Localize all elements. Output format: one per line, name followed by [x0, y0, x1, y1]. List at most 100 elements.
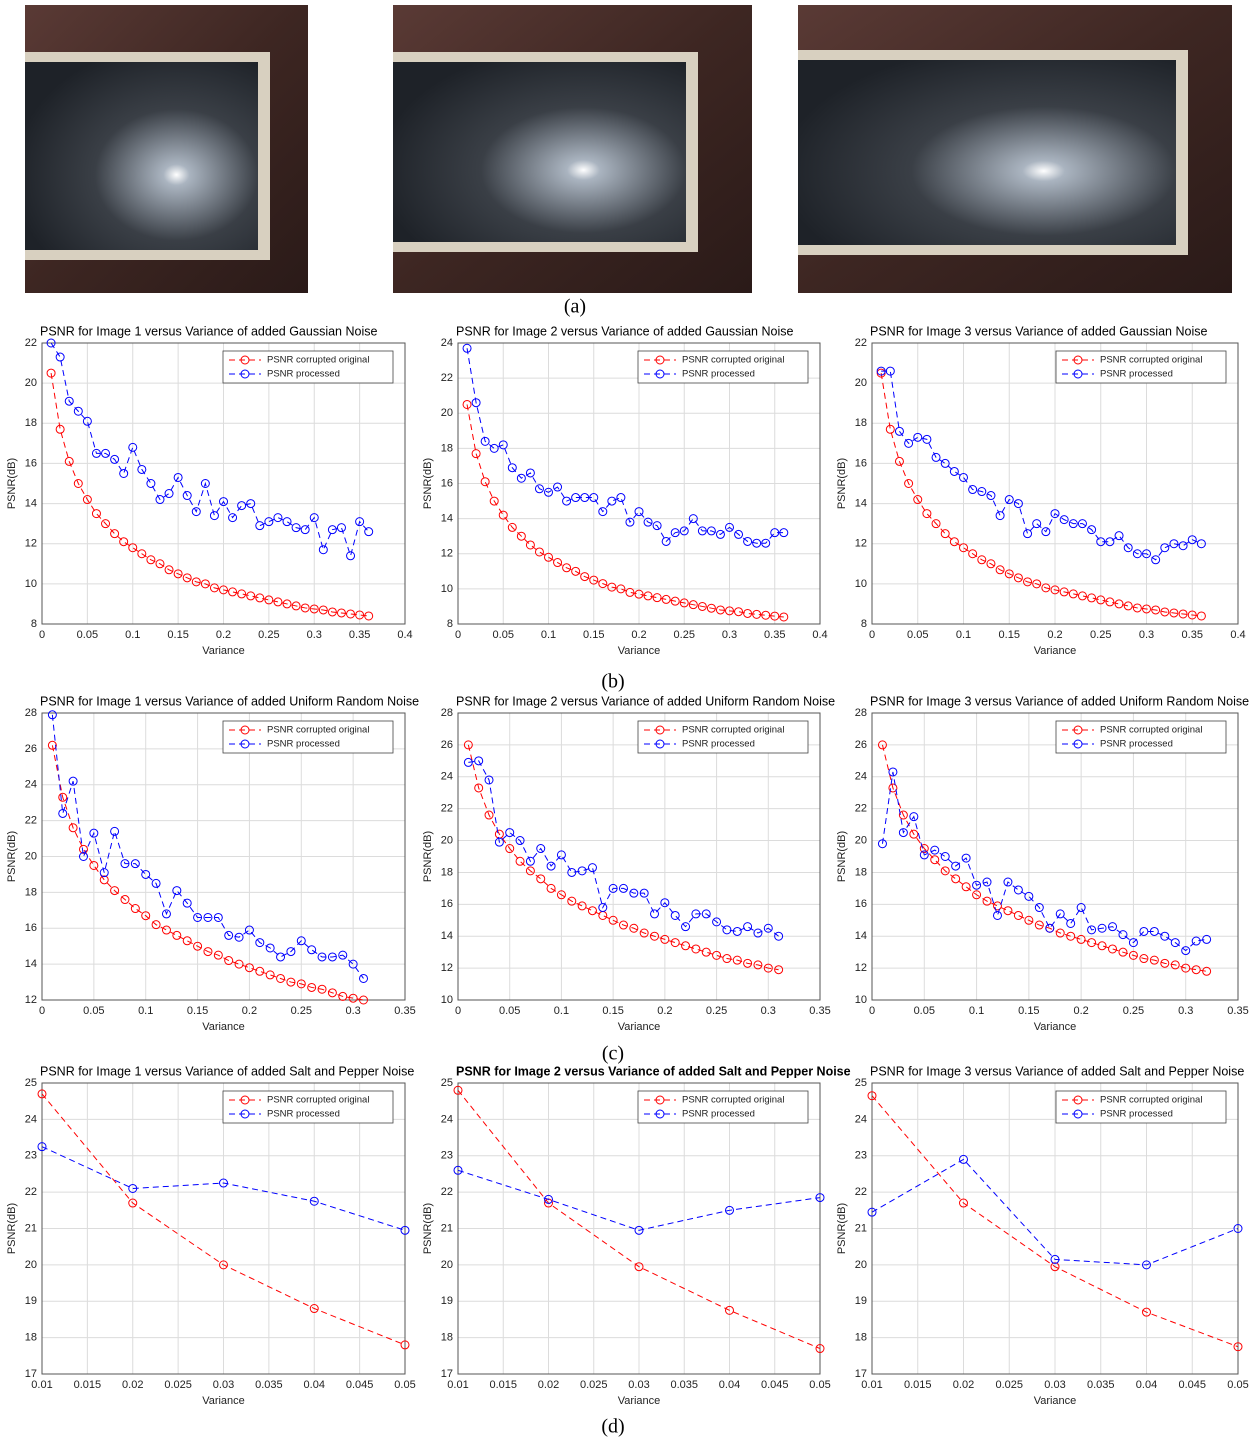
data-point: [355, 517, 365, 527]
x-tick-label: 0.25: [258, 629, 279, 641]
data-point: [64, 396, 74, 406]
data-point: [544, 552, 553, 562]
data-point: [89, 828, 99, 838]
x-axis-label: Variance: [202, 1395, 245, 1407]
data-point: [318, 605, 328, 615]
x-tick-label: 0.2: [216, 629, 231, 641]
data-point: [661, 536, 671, 546]
x-tick-label: 0.05: [914, 1005, 935, 1017]
data-point: [577, 901, 587, 911]
data-point: [110, 529, 120, 539]
data-point: [1149, 955, 1159, 965]
data-point: [556, 850, 566, 860]
x-tick-label: 0.15: [167, 629, 188, 641]
data-point: [327, 952, 337, 962]
x-tick-label: 0.35: [394, 1005, 415, 1017]
data-point: [643, 517, 653, 527]
x-tick-label: 0.2: [657, 1005, 672, 1017]
x-tick-label: 0.25: [706, 1005, 727, 1017]
data-point: [763, 963, 773, 973]
data-point: [151, 878, 161, 888]
data-point: [722, 925, 732, 935]
data-point: [670, 528, 680, 538]
data-point: [634, 1225, 644, 1235]
data-point: [193, 912, 203, 922]
data-point: [141, 869, 151, 879]
axes-frame: [871, 712, 1239, 1001]
data-point: [546, 861, 556, 871]
data-point: [471, 398, 481, 408]
data-point: [1034, 903, 1044, 913]
data-point: [309, 513, 319, 523]
x-tick-label: 0.015: [74, 1379, 102, 1391]
data-point: [625, 587, 635, 597]
legend-label: PSNR processed: [267, 1109, 340, 1120]
legend-marker: [655, 725, 665, 735]
x-tick-label: 0: [869, 1005, 875, 1017]
data-point: [715, 605, 725, 615]
y-tick-label: 10: [25, 578, 37, 590]
data-point: [650, 931, 660, 941]
data-point: [743, 608, 753, 618]
series-line: [880, 373, 1202, 617]
x-tick-label: 0.045: [761, 1379, 789, 1391]
data-point: [885, 366, 895, 376]
data-point: [1105, 537, 1115, 547]
x-tick-label: 0.05: [499, 1005, 520, 1017]
legend-label: PSNR corrupted original: [1100, 355, 1202, 366]
data-point: [507, 463, 517, 473]
data-point: [480, 477, 490, 487]
data-point: [706, 526, 716, 536]
data-point: [209, 511, 219, 521]
legend-box: [1055, 350, 1227, 384]
data-point: [200, 579, 210, 589]
data-point: [959, 472, 968, 482]
legend-marker: [1073, 725, 1083, 735]
legend-marker: [240, 725, 250, 735]
data-point: [986, 491, 996, 501]
data-point: [1076, 934, 1086, 944]
data-point: [161, 925, 171, 935]
data-point: [1087, 593, 1097, 603]
x-tick-label: 0: [39, 629, 45, 641]
data-point: [977, 555, 987, 565]
y-tick-label: 16: [441, 898, 453, 910]
series-line: [466, 404, 784, 618]
data-point: [1087, 525, 1097, 535]
data-point: [128, 543, 138, 553]
data-point: [753, 928, 763, 938]
data-point: [922, 434, 932, 444]
series-line: [51, 745, 364, 1001]
data-point: [867, 1207, 877, 1217]
data-point: [652, 521, 662, 531]
data-point: [1050, 1254, 1060, 1264]
data-point: [1233, 1224, 1243, 1233]
legend-label: PSNR corrupted original: [267, 725, 369, 736]
data-point: [255, 938, 265, 948]
data-point: [743, 922, 753, 932]
data-point: [164, 489, 174, 499]
chart-title: PSNR for Image 2 versus Variance of adde…: [456, 694, 835, 708]
data-point: [1151, 555, 1161, 565]
data-point: [546, 883, 556, 893]
data-point: [364, 527, 374, 537]
data-point: [1087, 925, 1097, 935]
data-point: [173, 569, 183, 579]
data-point: [128, 442, 138, 452]
y-tick-label: 20: [855, 834, 867, 846]
legend-label: PSNR processed: [1100, 1109, 1173, 1120]
data-point: [556, 890, 566, 900]
chart-title: PSNR for Image 2 versus Variance of adde…: [456, 324, 793, 338]
data-point: [255, 593, 265, 603]
data-point: [203, 912, 213, 922]
data-point: [1003, 877, 1013, 887]
photo: [25, 5, 308, 293]
x-tick-label: 0.2: [1073, 1005, 1088, 1017]
y-tick-label: 14: [441, 930, 453, 942]
x-tick-label: 0.15: [1018, 1005, 1039, 1017]
axes-frame: [41, 712, 406, 1001]
legend-label: PSNR processed: [1100, 369, 1173, 380]
data-point: [1151, 605, 1161, 615]
data-point: [327, 525, 337, 535]
data-point: [505, 844, 515, 854]
